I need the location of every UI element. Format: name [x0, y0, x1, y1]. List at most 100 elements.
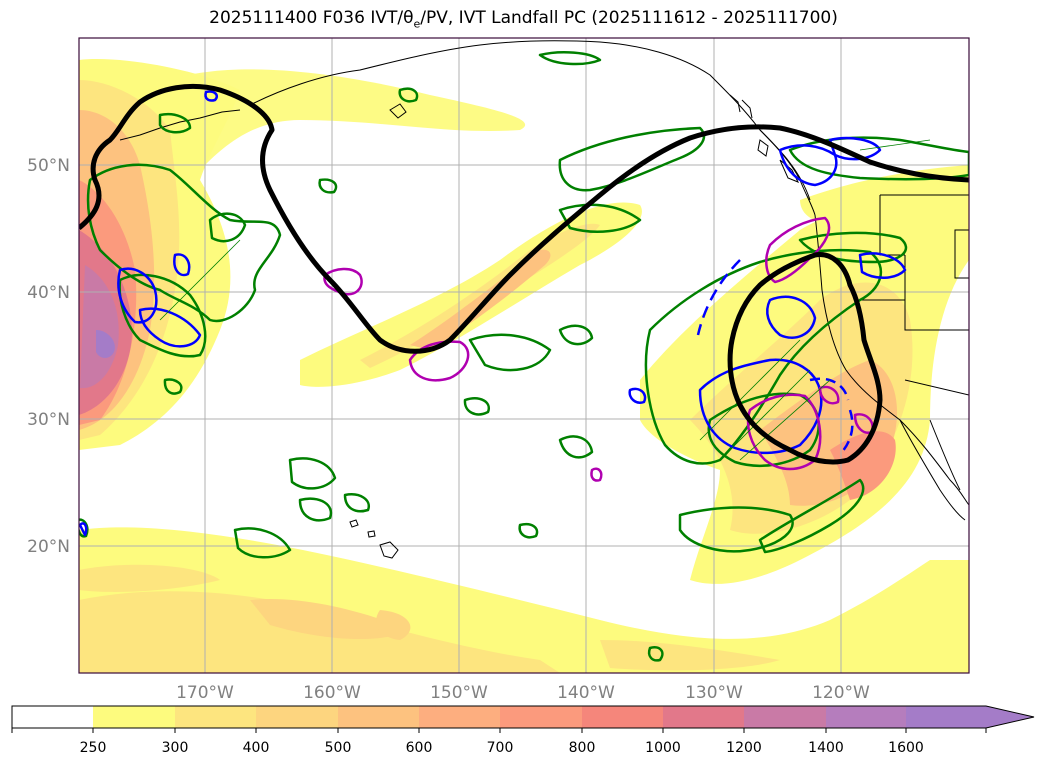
theta-e-contour-gulf [558, 126, 706, 192]
title-prefix: 2025111400 F036 IVT/ [209, 8, 404, 28]
colorbar-label-300: 300 [162, 740, 189, 756]
hawaii-big-island [379, 541, 399, 559]
coastlines [119, 40, 969, 559]
gulf-of-california [929, 419, 961, 491]
hatch-line-2 [699, 339, 801, 441]
theta-e-contour-small-3 [538, 51, 602, 66]
pv-contour-east-5 [858, 252, 907, 279]
theta-e-contour-south [678, 506, 794, 553]
colorbar-segment-9 [744, 706, 826, 728]
theta-e-contour-small-2 [398, 87, 419, 103]
mexico-border [904, 379, 969, 396]
graticule [79, 38, 969, 673]
theta-e-contour-south-3 [288, 457, 337, 490]
map-panel[interactable] [78, 38, 969, 673]
pv-contour-west-3 [173, 253, 191, 277]
colorbar-segment-8 [663, 706, 744, 728]
theta-e-contour-central-2 [463, 397, 491, 416]
map-border [78, 37, 970, 674]
haida-gwaii [757, 139, 769, 157]
hatching [159, 139, 931, 461]
colorbar-segment-0 [12, 706, 93, 728]
alaska-coast [249, 40, 811, 201]
theta-e-contour-west-5 [163, 378, 183, 395]
colorbar-segment-10 [826, 706, 906, 728]
pv-contour-west-2 [138, 307, 202, 348]
colorbar-label-1200: 1200 [726, 740, 762, 756]
theta-e-contour-west-3 [158, 113, 192, 134]
colorbar-segment-1 [93, 706, 175, 728]
ivt-band-south-4 [600, 640, 780, 671]
hatch-line-3 [719, 369, 811, 461]
pv-contour-east-3 [778, 144, 838, 187]
trough-line [79, 83, 969, 465]
hawaii-maui [367, 530, 376, 538]
colorbar-segment-6 [500, 706, 582, 728]
colorbar-label-250: 250 [80, 740, 107, 756]
ivt-shading [79, 59, 969, 673]
colorbar-label-700: 700 [487, 740, 514, 756]
colorbar-label-600: 600 [406, 740, 433, 756]
colorbar-segment-2 [175, 706, 256, 728]
title-suffix: /PV, IVT Landfall PC (2025111612 - 20251… [420, 8, 838, 28]
theta-e-contour-central [468, 333, 552, 372]
colorbar-segment-7 [582, 706, 663, 728]
theta-e-contour-west-2 [118, 273, 207, 358]
hatch-line-4 [739, 379, 831, 461]
ivt-band-central-3 [410, 249, 551, 350]
colorbar-segment-5 [419, 706, 500, 728]
colorbar-label-1600: 1600 [888, 740, 924, 756]
colorbar-label-1000: 1000 [645, 740, 681, 756]
pv-contour-east-4 [828, 136, 882, 161]
theta-e-contour-northeast [788, 136, 969, 181]
lon-label-170w: 170°W [176, 683, 234, 703]
pv-contour-east-2 [766, 295, 817, 339]
lon-label-120w: 120°W [812, 683, 870, 703]
colorbar-ticks [11, 728, 987, 733]
map-title: 2025111400 F036 IVT/θe/PV, IVT Landfall … [0, 8, 1047, 30]
baja-coast [899, 419, 966, 521]
theta-e-contour-south-5 [233, 527, 292, 559]
lon-label-140w: 140°W [557, 683, 615, 703]
theta-e-contour-south-4 [298, 497, 333, 522]
colorbar-extend-arrow [906, 706, 1034, 728]
aleutian-chain [119, 109, 241, 141]
theta-e-contour-south-7 [558, 435, 594, 459]
pv-contour-small-1 [628, 387, 647, 404]
theta-e-contour-east [644, 248, 882, 465]
colorbar: 250 300 400 500 600 700 800 1000 1200 14… [11, 705, 1035, 756]
colorbar-outline [11, 705, 1035, 729]
ivt-core-west [96, 330, 115, 358]
theta-e-contour-small-1 [318, 178, 338, 194]
theta-e-contour-central-3 [558, 324, 594, 346]
title-theta-subscript: e [413, 17, 421, 31]
lat-label-40n: 40°N [27, 283, 70, 303]
kodiak-island [389, 103, 407, 119]
colorado-box [954, 229, 969, 279]
colorbar-label-400: 400 [243, 740, 270, 756]
theta-e-contour-south-2 [758, 478, 865, 554]
pv-contour-west-4 [79, 522, 88, 537]
landfall-contour-small [590, 467, 603, 482]
colorbar-segment-4 [338, 706, 419, 728]
theta-e-contour-south-8 [518, 523, 539, 539]
hatch-line-5 [859, 139, 931, 151]
ivt-band-west-6 [80, 265, 119, 389]
colorbar-segment-3 [256, 706, 338, 728]
ivt-band-east-4 [830, 431, 896, 500]
se-alaska-islands [729, 94, 753, 119]
colorbar-label-500: 500 [325, 740, 352, 756]
landfall-contour-west [323, 267, 363, 296]
pv-contour-east-7 [841, 409, 854, 453]
ivt-band-south-6 [376, 610, 411, 640]
landfall-contour-east-2 [818, 385, 840, 405]
theta-e-contour-south-6 [343, 493, 371, 513]
ivt-band-south-5 [79, 564, 220, 592]
lat-label-30n: 30°N [27, 410, 70, 430]
hatch-line-1 [159, 239, 241, 321]
landfall-contour-central [408, 340, 470, 382]
theta-e-contour-south-9 [647, 646, 664, 662]
pv-contour-east-6 [809, 377, 850, 401]
lon-label-160w: 160°W [303, 683, 361, 703]
